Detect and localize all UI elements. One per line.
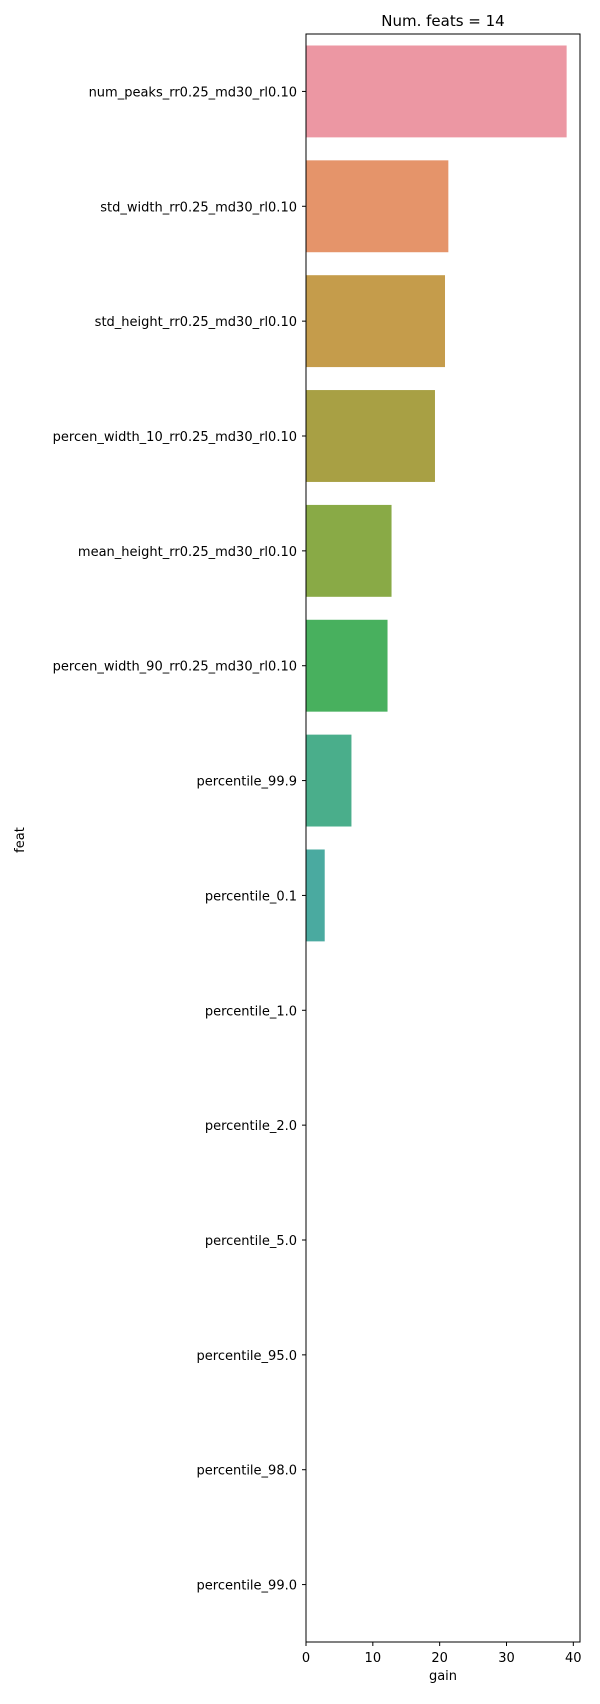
bar: [306, 849, 325, 942]
bar: [306, 275, 446, 368]
y-tick-label: percentile_0.1: [205, 889, 297, 904]
y-tick-label: percen_width_90_rr0.25_md30_rl0.10: [53, 660, 297, 675]
bar: [306, 619, 388, 712]
y-tick-label: std_width_rr0.25_md30_rl0.10: [100, 200, 297, 215]
chart-title: Num. feats = 14: [381, 12, 504, 30]
x-tick-label: 0: [302, 1651, 310, 1666]
x-tick-label: 10: [365, 1651, 382, 1666]
y-tick-label: percentile_5.0: [205, 1234, 297, 1249]
y-tick-label: percentile_2.0: [205, 1119, 297, 1134]
y-tick-label: mean_height_rr0.25_md30_rl0.10: [78, 545, 297, 560]
y-tick-label: percentile_99.9: [197, 775, 297, 790]
y-tick-label: percentile_99.0: [197, 1579, 297, 1594]
bar: [306, 504, 392, 597]
bar: [306, 45, 567, 138]
bar: [306, 734, 352, 827]
plot-frame: [305, 33, 581, 1643]
y-axis-label: feat: [13, 827, 28, 853]
y-tick-label: percentile_1.0: [205, 1004, 297, 1019]
y-tick-label: std_height_rr0.25_md30_rl0.10: [95, 315, 297, 330]
x-axis-label: gain: [429, 1669, 457, 1684]
x-tick-label: 40: [565, 1651, 582, 1666]
x-tick-label: 20: [431, 1651, 448, 1666]
y-tick-label: percen_width_10_rr0.25_md30_rl0.10: [53, 430, 297, 445]
x-tick-label: 30: [498, 1651, 515, 1666]
bar: [306, 160, 449, 253]
y-tick-labels: num_peaks_rr0.25_md30_rl0.10 std_width_rr…: [53, 85, 306, 1594]
y-tick-label: percentile_98.0: [197, 1464, 297, 1479]
x-ticks: 0 10 20 30 40: [302, 1642, 582, 1666]
y-tick-label: num_peaks_rr0.25_md30_rl0.10: [89, 85, 297, 100]
bar: [306, 390, 435, 482]
y-tick-label: percentile_95.0: [197, 1349, 297, 1364]
bars-group: [306, 45, 567, 942]
